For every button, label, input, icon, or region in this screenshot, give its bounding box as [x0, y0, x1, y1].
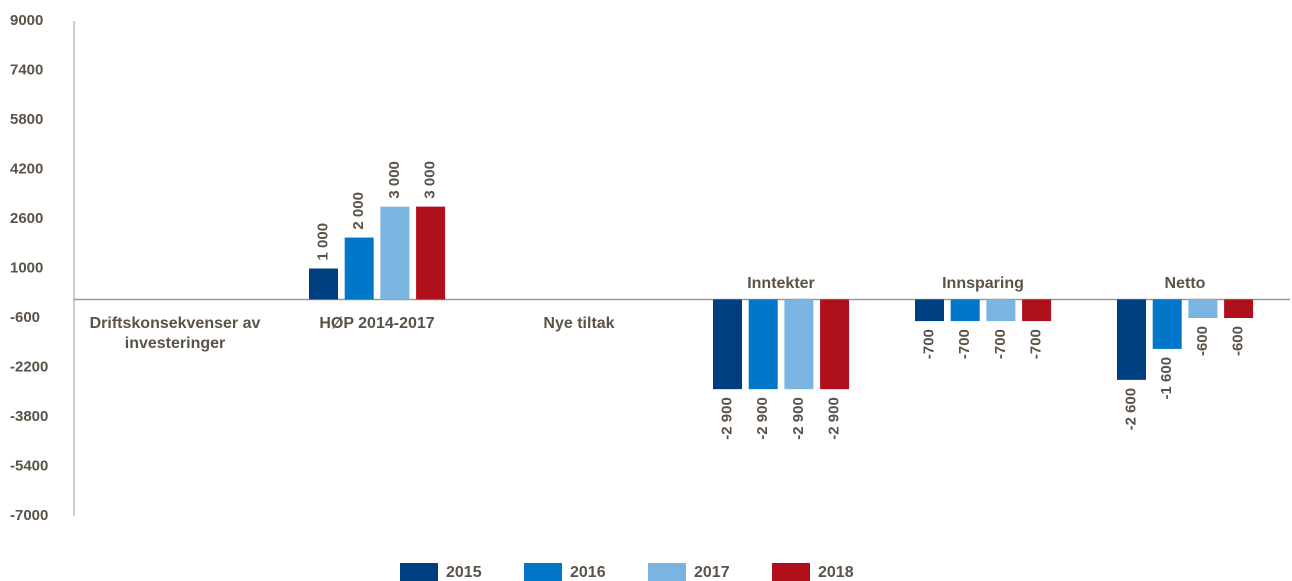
- legend-swatch: [772, 563, 810, 581]
- bar: [1152, 299, 1182, 349]
- bar: [380, 206, 410, 300]
- y-tick-label: -2200: [10, 358, 48, 375]
- bar: [748, 299, 778, 390]
- y-tick-label: 4200: [10, 160, 43, 177]
- x-tick-label: Inntekter: [747, 275, 815, 293]
- value-label: -2 900: [790, 397, 807, 440]
- bar: [820, 299, 850, 390]
- x-tick-label: Netto: [1164, 275, 1206, 293]
- x-tick-label: HØP 2014-2017: [319, 315, 435, 333]
- legend-label: 2017: [694, 564, 730, 581]
- bar: [986, 299, 1016, 322]
- value-label: -2 900: [826, 397, 843, 440]
- bar: [950, 299, 980, 322]
- value-label: -1 600: [1158, 357, 1175, 400]
- value-label: -2 900: [718, 397, 735, 440]
- value-label: -600: [1194, 326, 1211, 356]
- legend-swatch: [648, 563, 686, 581]
- value-label: -700: [956, 329, 973, 359]
- value-label: -600: [1230, 326, 1247, 356]
- bar: [416, 206, 446, 300]
- value-label: 2 000: [350, 192, 367, 230]
- y-tick-label: -3800: [10, 408, 48, 425]
- y-tick-label: 2600: [10, 210, 43, 227]
- y-tick-label: -5400: [10, 457, 48, 474]
- value-label: 3 000: [422, 161, 439, 199]
- bar: [1117, 299, 1146, 380]
- bar: [713, 299, 742, 390]
- bar: [309, 268, 338, 300]
- value-label: -2 600: [1122, 388, 1139, 431]
- y-tick-label: 1000: [10, 259, 43, 276]
- legend-label: 2015: [446, 564, 482, 581]
- bar: [344, 237, 374, 300]
- y-tick-label: -600: [10, 309, 40, 326]
- y-tick-label: 7400: [10, 61, 43, 78]
- bar: [784, 299, 814, 390]
- legend-label: 2018: [818, 564, 854, 581]
- value-label: 1 000: [314, 223, 331, 261]
- value-label: -700: [992, 329, 1009, 359]
- bar: [1188, 299, 1218, 318]
- x-tick-label: Innsparing: [942, 275, 1024, 293]
- legend-swatch: [400, 563, 438, 581]
- y-tick-label: 5800: [10, 111, 43, 128]
- bar: [1224, 299, 1254, 318]
- value-label: -700: [920, 329, 937, 359]
- x-tick-label: Driftskonsekvenser av investeringer: [89, 315, 261, 353]
- bar: [915, 299, 944, 322]
- x-tick-label: Nye tiltak: [543, 315, 615, 333]
- value-label: -700: [1028, 329, 1045, 359]
- value-label: -2 900: [754, 397, 771, 440]
- bar: [1022, 299, 1052, 322]
- y-tick-label: 9000: [10, 12, 43, 29]
- legend-swatch: [524, 563, 562, 581]
- value-label: 3 000: [386, 161, 403, 199]
- y-tick-label: -7000: [10, 507, 48, 524]
- legend-label: 2016: [570, 564, 606, 581]
